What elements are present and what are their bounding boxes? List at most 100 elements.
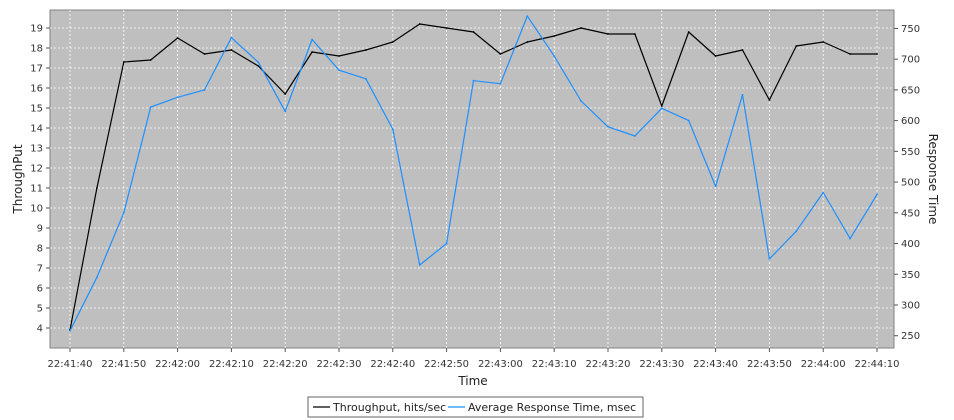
data-point-throughput [230, 49, 233, 51]
data-point-throughput [96, 187, 98, 189]
data-point-response-time [607, 125, 609, 128]
data-point-response-time [741, 93, 744, 96]
data-point-throughput [768, 99, 771, 101]
y-right-tick-label: 600 [901, 116, 920, 127]
y-left-tick-label: 6 [37, 284, 43, 295]
data-point-response-time [795, 230, 798, 233]
data-point-response-time [418, 264, 421, 266]
x-tick-label: 22:43:00 [478, 359, 523, 370]
data-point-throughput [311, 51, 313, 53]
data-point-throughput [634, 33, 636, 35]
y-left-tick-label: 4 [37, 324, 43, 335]
y-axis-right: 250 300 350 400 450 500 550 600 650 700 750 [894, 24, 920, 342]
data-point-response-time [69, 329, 71, 332]
data-point-response-time [203, 88, 206, 91]
data-point-throughput [365, 49, 367, 51]
data-point-response-time [311, 38, 313, 41]
y-right-tick-label: 700 [901, 55, 920, 66]
x-tick-label: 22:42:20 [263, 359, 308, 370]
x-tick-label: 22:42:50 [424, 359, 469, 370]
x-tick-label: 22:41:50 [101, 359, 146, 370]
legend-label-response-time: Average Response Time, msec [468, 401, 636, 414]
data-point-response-time [553, 55, 556, 57]
data-point-response-time [714, 185, 717, 188]
x-axis: 22:41:40 22:41:50 22:42:00 22:42:10 22:42:20… [48, 348, 899, 370]
x-tick-label: 22:43:40 [693, 359, 738, 370]
y-axis-left: 4 5 6 7 8 9 10 11 12 13 14 15 16 17 18 19 [30, 24, 50, 335]
x-tick-label: 22:42:00 [155, 359, 200, 370]
y-right-tick-label: 450 [901, 208, 920, 219]
legend-box [307, 396, 644, 418]
x-tick-label: 22:43:20 [586, 359, 631, 370]
data-point-throughput [203, 53, 206, 55]
data-point-response-time [445, 242, 448, 245]
data-point-response-time [634, 135, 636, 137]
y-right-tick-label: 250 [901, 331, 920, 342]
data-point-throughput [472, 31, 475, 33]
y-axis-right-title: Response Time [926, 134, 940, 225]
y-left-tick-label: 12 [30, 164, 43, 175]
y-axis-left-title: ThroughPut [11, 144, 25, 214]
x-tick-label: 22:42:40 [370, 359, 415, 370]
y-right-tick-label: 550 [901, 147, 920, 158]
data-point-throughput [553, 35, 556, 37]
data-point-throughput [445, 27, 448, 29]
data-point-response-time [176, 96, 179, 99]
data-point-throughput [687, 31, 690, 33]
data-point-response-time [391, 128, 394, 131]
data-point-throughput [714, 55, 717, 57]
data-point-throughput [122, 61, 125, 63]
plot-area [49, 9, 895, 349]
data-point-throughput [822, 41, 825, 43]
data-point-response-time [122, 211, 125, 214]
x-axis-title: Time [457, 374, 487, 388]
data-point-response-time [580, 100, 582, 102]
data-point-throughput [795, 45, 798, 47]
data-point-throughput [849, 53, 851, 55]
y-left-tick-label: 11 [30, 184, 43, 195]
y-left-tick-label: 17 [30, 64, 43, 75]
x-tick-label: 22:43:10 [532, 359, 577, 370]
y-right-tick-label: 500 [901, 178, 920, 189]
data-point-response-time [660, 107, 663, 110]
y-left-tick-label: 9 [37, 224, 43, 235]
y-left-tick-label: 7 [37, 264, 43, 275]
y-left-tick-label: 15 [30, 104, 43, 115]
data-point-throughput [580, 27, 582, 29]
x-tick-label: 22:43:30 [639, 359, 684, 370]
y-left-tick-label: 5 [37, 304, 43, 315]
data-point-response-time [96, 276, 98, 279]
y-left-tick-label: 18 [30, 44, 43, 55]
data-point-throughput [418, 23, 421, 25]
data-point-response-time [526, 15, 529, 18]
data-point-throughput [607, 33, 609, 35]
x-tick-label: 22:41:40 [48, 359, 93, 370]
data-point-throughput [741, 49, 744, 51]
data-point-throughput [876, 53, 878, 55]
data-point-response-time [365, 77, 367, 80]
data-point-response-time [284, 110, 287, 113]
data-point-response-time [338, 69, 340, 72]
data-point-response-time [687, 119, 690, 122]
data-point-response-time [257, 61, 260, 64]
data-point-throughput [391, 41, 394, 43]
data-point-response-time [849, 237, 851, 240]
legend-label-throughput: Throughput, hits/sec [332, 401, 446, 414]
x-tick-label: 22:42:10 [209, 359, 254, 370]
y-left-tick-label: 8 [37, 244, 43, 255]
data-point-throughput [338, 55, 340, 57]
data-point-throughput [526, 41, 529, 43]
data-point-response-time [230, 36, 233, 39]
y-right-tick-label: 300 [901, 300, 920, 311]
y-left-tick-label: 19 [30, 24, 43, 35]
y-right-tick-label: 400 [901, 239, 920, 250]
y-right-tick-label: 650 [901, 85, 920, 96]
y-left-tick-label: 16 [30, 84, 43, 95]
y-left-tick-label: 10 [30, 204, 43, 215]
y-right-tick-label: 750 [901, 24, 920, 35]
data-point-response-time [768, 257, 771, 260]
data-point-throughput [660, 105, 663, 107]
x-tick-label: 22:42:30 [317, 359, 362, 370]
data-point-response-time [499, 82, 502, 85]
